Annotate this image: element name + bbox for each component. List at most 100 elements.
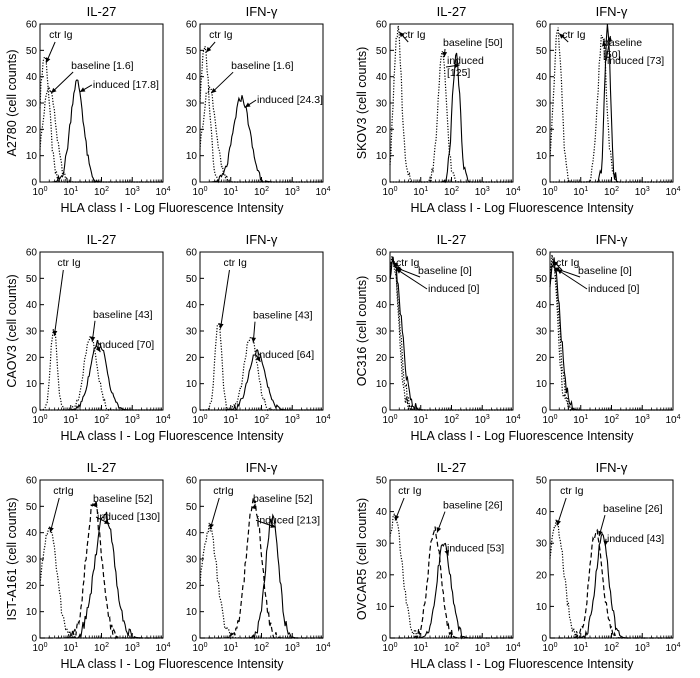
y-tick-label: 0 xyxy=(31,178,37,189)
y-tick-label: 50 xyxy=(26,274,38,285)
baseline-arrowhead xyxy=(598,530,603,537)
induced-annotation-line: induced xyxy=(447,55,484,67)
baseline-annotation: baseline [1.6] xyxy=(231,60,294,72)
induced-arrowhead xyxy=(95,346,101,353)
panel-title: IL-27 xyxy=(437,232,467,247)
x-tick-label: 103 xyxy=(125,186,140,198)
induced-annotation: induced [125] xyxy=(447,55,484,79)
x-tick-label: 100 xyxy=(192,642,207,654)
y-tick-label: 30 xyxy=(186,555,198,566)
histogram-curve-ctr xyxy=(549,27,673,184)
y-tick-label: 20 xyxy=(536,125,548,136)
x-tick-exponent: 0 xyxy=(204,186,208,193)
x-tick-label: 104 xyxy=(155,642,170,654)
x-tick-label: 100 xyxy=(32,186,47,198)
panel-title: IL-27 xyxy=(87,4,117,19)
x-tick-label: 104 xyxy=(505,186,520,198)
x-tick-label: 103 xyxy=(285,186,300,198)
y-axis-label: IST-A161 (cell counts) xyxy=(5,498,19,621)
y-tick-label: 20 xyxy=(376,570,388,581)
baseline-annotation: baseline [1.6] xyxy=(71,60,134,72)
induced-arrowhead xyxy=(104,519,110,524)
induced-annotation-line: [125] xyxy=(447,67,470,79)
y-tick-label: 0 xyxy=(191,178,197,189)
induced-annotation: induced [43] xyxy=(607,533,664,545)
x-tick-exponent: 4 xyxy=(517,414,521,421)
x-tick-label: 103 xyxy=(635,414,650,426)
histogram-curve-ctr xyxy=(549,254,673,411)
ctr-annotation: ctr Ig xyxy=(396,257,419,269)
x-tick-label: 100 xyxy=(542,186,557,198)
baseline-arrowhead xyxy=(436,527,442,533)
y-tick-label: 10 xyxy=(376,379,388,390)
x-tick-label: 103 xyxy=(475,642,490,654)
induced-annotation-line: induced [17.8] xyxy=(93,79,159,91)
induced-annotation: induced [73] xyxy=(607,55,664,67)
x-axis-label: HLA class I - Log Fluorescence Intensity xyxy=(410,657,634,671)
y-tick-label: 50 xyxy=(376,46,388,57)
ctr-annotation-line: ctr Ig xyxy=(556,257,579,269)
x-tick-exponent: 2 xyxy=(615,186,619,193)
baseline-arrowhead xyxy=(92,502,98,508)
x-tick-exponent: 1 xyxy=(584,642,588,649)
ctr-annotation: ctr Ig xyxy=(562,29,585,41)
x-tick-label: 102 xyxy=(444,642,459,654)
x-tick-exponent: 2 xyxy=(455,186,459,193)
x-tick-exponent: 1 xyxy=(424,186,428,193)
ctr-annotation-line: ctr Ig xyxy=(560,485,583,497)
y-axis-label: OC316 (cell counts) xyxy=(355,276,369,386)
ctr-arrowhead xyxy=(394,515,400,521)
x-tick-label: 104 xyxy=(665,414,680,426)
y-tick-label: 50 xyxy=(186,502,198,513)
y-tick-label: 60 xyxy=(26,248,38,259)
x-tick-exponent: 3 xyxy=(646,414,650,421)
y-tick-label: 20 xyxy=(186,353,198,364)
y-tick-label: 40 xyxy=(536,507,548,518)
y-tick-label: 60 xyxy=(376,20,388,31)
x-tick-label: 100 xyxy=(32,642,47,654)
y-tick-label: 50 xyxy=(186,46,198,57)
y-tick-label: 40 xyxy=(186,528,198,539)
y-tick-label: 10 xyxy=(26,151,38,162)
ctr-annotation: ctrIg xyxy=(213,485,234,497)
induced-annotation-line: induced [213] xyxy=(257,514,320,526)
induced-arrowhead xyxy=(454,63,460,69)
ctr-arrow xyxy=(209,497,220,530)
x-tick-label: 100 xyxy=(192,186,207,198)
ctr-annotation: ctr Ig xyxy=(556,257,579,269)
y-tick-label: 0 xyxy=(381,406,387,417)
baseline-annotation: baseline [52] xyxy=(93,493,153,505)
x-tick-label: 101 xyxy=(573,414,588,426)
y-tick-label: 0 xyxy=(31,634,37,645)
ctr-annotation-line: ctr Ig xyxy=(209,29,232,41)
plot-frame xyxy=(39,23,164,183)
x-tick-label: 102 xyxy=(444,186,459,198)
ctr-arrow xyxy=(219,269,230,329)
induced-annotation-line: induced [0] xyxy=(588,283,639,295)
histogram-curve-induced xyxy=(389,256,513,411)
baseline-annotation-line: baseline [1.6] xyxy=(71,60,134,72)
panel-title: IFN-γ xyxy=(246,4,278,19)
y-tick-label: 10 xyxy=(536,379,548,390)
induced-arrowhead xyxy=(245,102,251,108)
x-tick-label: 100 xyxy=(542,642,557,654)
ctr-arrow xyxy=(49,497,60,533)
y-tick-label: 0 xyxy=(541,178,547,189)
baseline-annotation: baseline [26] xyxy=(603,503,663,515)
x-tick-label: 101 xyxy=(413,642,428,654)
x-tick-label: 103 xyxy=(285,642,300,654)
baseline-annotation-line: baseline [26] xyxy=(443,500,503,512)
ctr-annotation: ctr Ig xyxy=(57,257,80,269)
x-tick-label: 104 xyxy=(155,414,170,426)
x-axis-label: HLA class I - Log Fluorescence Intensity xyxy=(410,429,634,443)
x-tick-exponent: 4 xyxy=(677,414,681,421)
y-tick-label: 20 xyxy=(376,353,388,364)
x-tick-label: 100 xyxy=(32,414,47,426)
y-tick-label: 50 xyxy=(536,46,548,57)
